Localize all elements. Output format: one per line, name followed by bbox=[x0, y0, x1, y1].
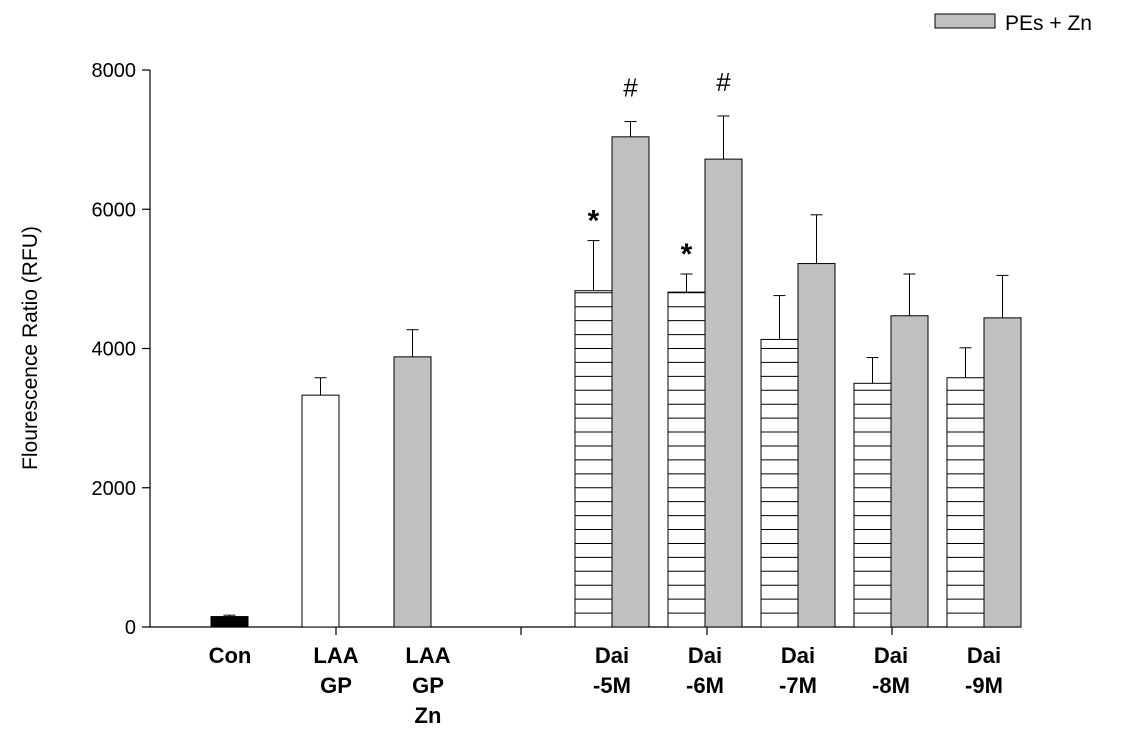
x-tick-label: Dai -5M bbox=[593, 643, 631, 698]
bars: * # * # bbox=[210, 67, 1022, 628]
bar bbox=[890, 315, 929, 628]
bar bbox=[301, 394, 340, 628]
bar bbox=[760, 338, 799, 628]
x-tick-label-line: Zn bbox=[415, 703, 442, 728]
x-tick-label-line: Dai bbox=[688, 643, 722, 668]
x-tick-label: Dai -8M bbox=[872, 643, 910, 698]
x-tick-label-line: -5M bbox=[593, 673, 631, 698]
bar bbox=[983, 317, 1022, 628]
x-tick-label-line: Con bbox=[209, 643, 252, 668]
x-tick-label-line: GP bbox=[412, 673, 444, 698]
bar bbox=[946, 377, 985, 628]
y-tick-label: 8000 bbox=[92, 60, 137, 82]
x-tick-label-line: -7M bbox=[779, 673, 817, 698]
bar bbox=[611, 136, 650, 628]
legend-label: PEs + Zn bbox=[1005, 12, 1092, 35]
x-tick-label: Dai -9M bbox=[965, 643, 1003, 698]
y-tick-label: 2000 bbox=[92, 478, 137, 500]
significance-annotation: # bbox=[623, 73, 638, 103]
y-axis-label: Flourescence Ratio (RFU) bbox=[19, 226, 42, 470]
x-tick-label: Dai -6M bbox=[686, 643, 724, 698]
axes: 0 2000 4000 6000 8000 bbox=[92, 60, 1021, 639]
x-tick-label-line: -6M bbox=[686, 673, 724, 698]
x-tick-label-line: LAA bbox=[405, 643, 450, 668]
x-tick-label: LAA GP bbox=[313, 643, 358, 698]
x-tick-label: LAA GP Zn bbox=[405, 643, 450, 728]
bar bbox=[797, 263, 836, 628]
x-tick-label-line: Dai bbox=[874, 643, 908, 668]
x-tick-label-line: GP bbox=[320, 673, 352, 698]
bar bbox=[574, 290, 613, 628]
significance-annotation: # bbox=[716, 67, 731, 97]
x-tick-label-line: -8M bbox=[872, 673, 910, 698]
y-tick-label: 4000 bbox=[92, 339, 137, 361]
bar bbox=[210, 616, 249, 628]
significance-annotation: * bbox=[681, 238, 693, 271]
bar bbox=[853, 382, 892, 628]
x-tick-label: Con bbox=[209, 643, 252, 668]
x-tick-label-line: Dai bbox=[967, 643, 1001, 668]
x-tick-label-line: LAA bbox=[313, 643, 358, 668]
y-tick-label: 0 bbox=[125, 617, 136, 639]
legend-swatch bbox=[934, 13, 996, 29]
x-tick-label-line: -9M bbox=[965, 673, 1003, 698]
x-tick-label-line: Dai bbox=[595, 643, 629, 668]
significance-annotation: * bbox=[588, 205, 600, 238]
bar bbox=[704, 158, 743, 628]
x-tick-label: Dai -7M bbox=[779, 643, 817, 698]
x-tick-label-line: Dai bbox=[781, 643, 815, 668]
bar bbox=[393, 356, 432, 628]
legend: PEs + Zn bbox=[934, 12, 1092, 35]
y-tick-label: 6000 bbox=[92, 199, 137, 221]
